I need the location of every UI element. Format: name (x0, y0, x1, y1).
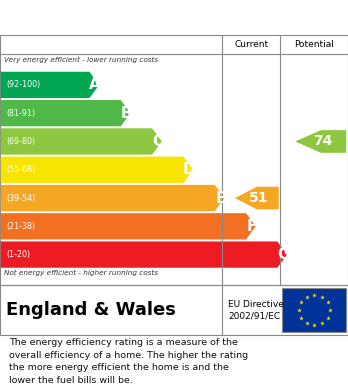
Polygon shape (235, 187, 279, 209)
Text: 51: 51 (249, 191, 269, 205)
Polygon shape (1, 100, 130, 126)
Text: Energy Efficiency Rating: Energy Efficiency Rating (9, 9, 238, 27)
Text: (69-80): (69-80) (6, 137, 35, 146)
Text: (81-91): (81-91) (6, 109, 35, 118)
Text: G: G (277, 247, 290, 262)
Polygon shape (1, 213, 256, 239)
Polygon shape (1, 185, 224, 211)
Text: (92-100): (92-100) (6, 81, 40, 90)
Text: F: F (247, 219, 257, 234)
Text: (39-54): (39-54) (6, 194, 35, 203)
Text: Not energy efficient - higher running costs: Not energy efficient - higher running co… (4, 270, 158, 276)
Text: EU Directive
2002/91/EC: EU Directive 2002/91/EC (228, 300, 284, 320)
Polygon shape (1, 128, 162, 154)
Text: Potential: Potential (294, 40, 334, 49)
Text: England & Wales: England & Wales (6, 301, 176, 319)
Text: 74: 74 (313, 135, 333, 149)
Polygon shape (1, 242, 287, 268)
Text: Very energy efficient - lower running costs: Very energy efficient - lower running co… (4, 57, 158, 63)
Text: The energy efficiency rating is a measure of the
overall efficiency of a home. T: The energy efficiency rating is a measur… (9, 338, 248, 386)
Text: (21-38): (21-38) (6, 222, 35, 231)
Text: (55-68): (55-68) (6, 165, 35, 174)
Polygon shape (1, 72, 99, 98)
Text: B: B (121, 106, 133, 121)
Text: D: D (183, 162, 196, 177)
Polygon shape (295, 130, 346, 153)
Text: (1-20): (1-20) (6, 250, 30, 259)
Text: C: C (152, 134, 164, 149)
Text: A: A (89, 77, 101, 92)
Bar (283, 288, 346, 332)
Text: E: E (215, 190, 226, 206)
Polygon shape (1, 157, 193, 183)
Text: Current: Current (234, 40, 268, 49)
